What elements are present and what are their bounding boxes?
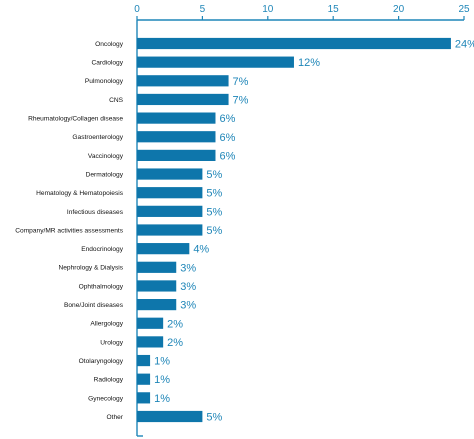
bar (137, 75, 229, 87)
bar (137, 354, 151, 367)
data-label: 7% (233, 76, 249, 88)
category-label: Hematology & Hematopoiesis (36, 190, 124, 197)
x-tick-label: 5 (200, 4, 206, 15)
bars (137, 37, 451, 423)
data-label: 1% (154, 374, 170, 386)
x-tick-label: 10 (262, 4, 274, 15)
category-label: Nephrology & Dialysis (59, 265, 124, 272)
bar (137, 187, 203, 199)
bar (137, 168, 203, 180)
data-label: 5% (206, 225, 222, 237)
data-label: 1% (154, 356, 170, 368)
category-label: Radiology (94, 377, 124, 384)
bar (137, 93, 229, 106)
data-label: 3% (180, 300, 196, 312)
data-label: 3% (180, 262, 196, 274)
category-label: Oncology (95, 41, 124, 48)
category-label: Gastroenterology (72, 134, 123, 141)
data-label: 2% (167, 337, 183, 349)
bar (137, 280, 177, 292)
bar (137, 131, 216, 143)
bar (137, 56, 294, 68)
category-label: Allergology (90, 321, 123, 328)
category-label: Vaccinology (88, 153, 124, 160)
data-label: 2% (167, 318, 183, 330)
bar (137, 336, 164, 348)
x-axis: 0 5 10 15 20 25 (134, 4, 470, 437)
data-label: 6% (219, 113, 235, 125)
bar (137, 317, 164, 329)
category-label: Ophthalmology (79, 283, 124, 290)
bar (137, 205, 203, 217)
bar (137, 373, 151, 385)
category-label: Bone/Joint diseases (64, 302, 124, 309)
data-label: 5% (206, 206, 222, 218)
bar (137, 224, 203, 236)
data-label: 12% (298, 57, 320, 69)
bar (137, 261, 177, 273)
data-label: 5% (206, 412, 222, 424)
bar (137, 243, 190, 255)
category-label: Gynecology (88, 395, 124, 402)
x-tick-label: 0 (134, 4, 140, 15)
category-label: Cardiology (91, 60, 123, 67)
category-label: CNS (109, 97, 124, 104)
x-tick-label: 20 (393, 4, 405, 15)
data-label: 1% (154, 393, 170, 405)
data-label: 5% (206, 188, 222, 200)
category-label: Other (107, 414, 124, 421)
data-label: 7% (233, 94, 249, 106)
category-labels: Oncology Cardiology Pulmonology CNS Rheumato… (15, 41, 124, 421)
bar (137, 299, 177, 311)
category-label: Infectious diseases (67, 209, 124, 216)
bar (137, 410, 203, 423)
bar (137, 37, 451, 50)
x-tick-label: 15 (328, 4, 340, 15)
bar (137, 392, 151, 404)
category-label: Otolaryngology (79, 358, 124, 365)
category-label: Urology (100, 339, 123, 346)
category-label: Pulmonology (85, 78, 124, 85)
data-label: 5% (206, 169, 222, 181)
category-label: Endocrinology (81, 246, 123, 253)
data-label: 4% (193, 244, 209, 256)
data-label: 6% (219, 132, 235, 144)
value-labels: 24% 12% 7% 7% 6% 6% 6% 5% 5% 5% 5% 4% 3% 3% 3% 2% 2% 1% 1%… (154, 39, 474, 424)
x-tick-label: 25 (458, 4, 470, 15)
bar (137, 149, 216, 161)
data-label: 3% (180, 281, 196, 293)
category-label: Company/MR activities assessments (15, 227, 123, 234)
data-label: 6% (219, 150, 235, 162)
category-label: Dermatology (86, 171, 124, 178)
data-label: 24% (455, 39, 474, 51)
category-label: Rheumatology/Collagen disease (28, 116, 123, 123)
bar (137, 112, 216, 124)
